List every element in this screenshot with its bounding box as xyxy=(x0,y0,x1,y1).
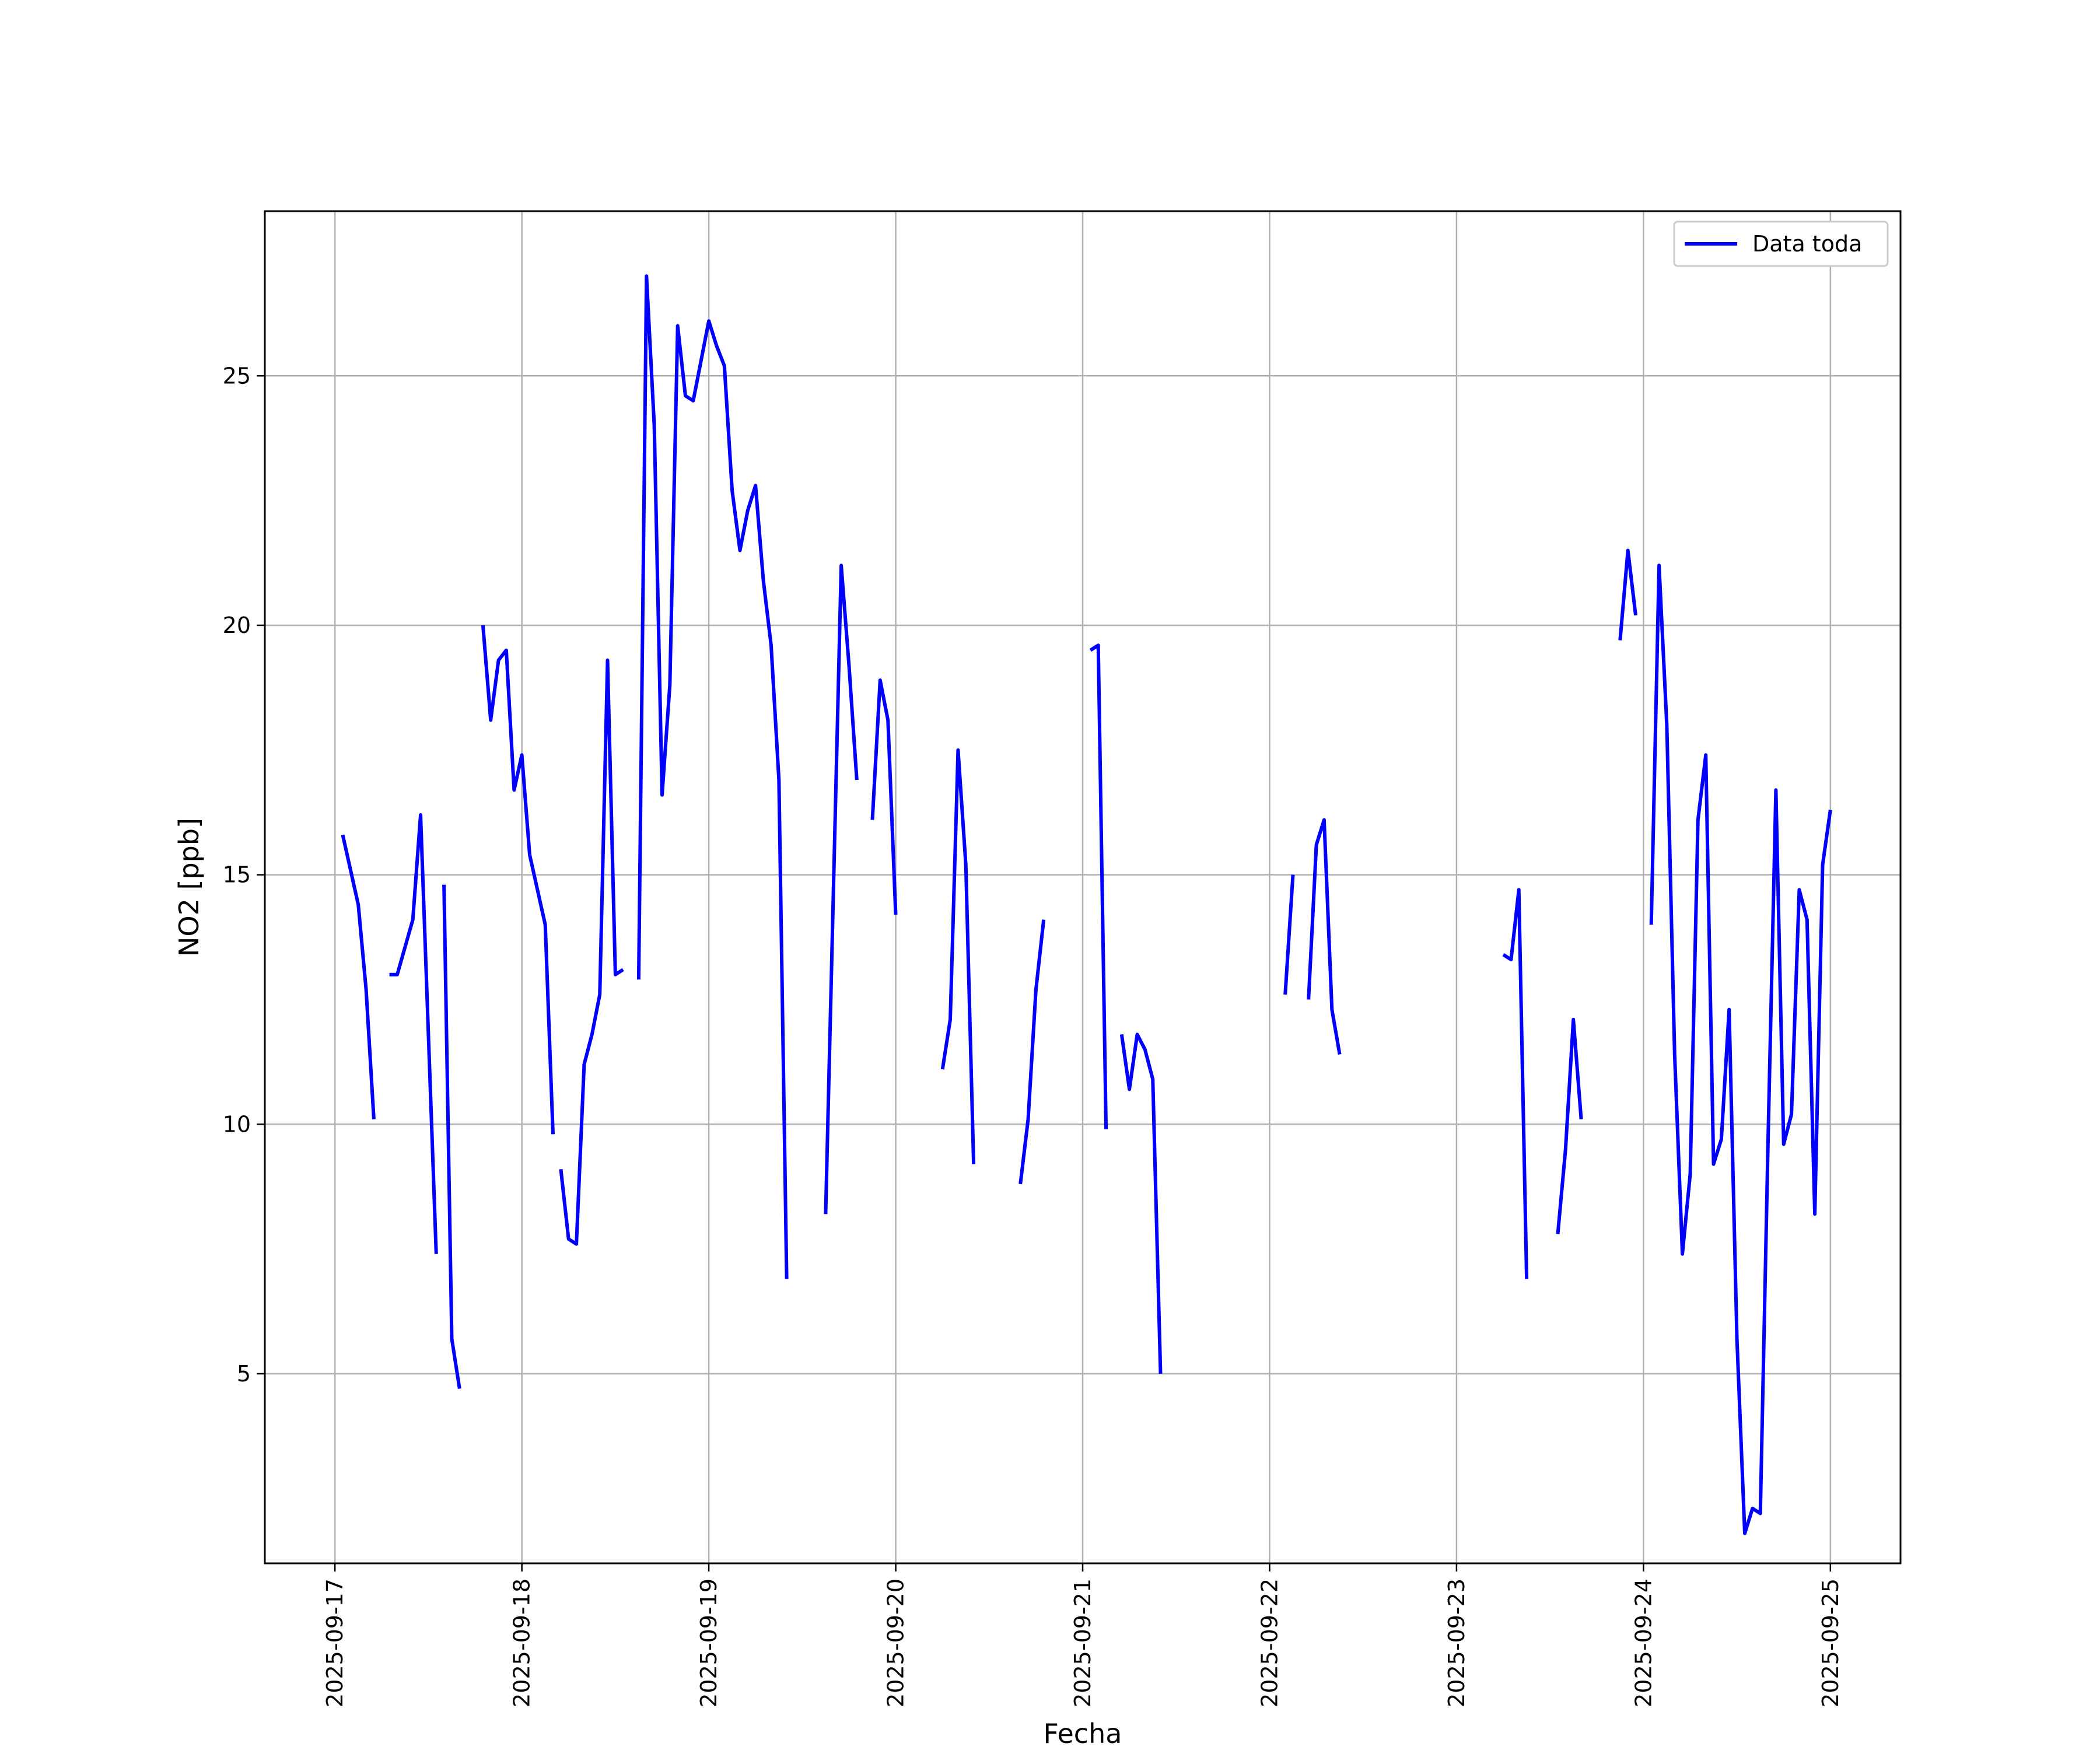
series-line-segment xyxy=(824,564,859,1214)
series-data-toda xyxy=(341,274,1832,1535)
legend-box xyxy=(1673,220,1889,267)
series-line-segment xyxy=(559,658,624,1246)
series-line-segment xyxy=(481,625,555,1135)
series-line-segment xyxy=(341,834,376,1119)
legend-label-data-toda: Data toda xyxy=(1752,231,1862,257)
series-line-segment xyxy=(1649,564,1832,1535)
series-line-segment xyxy=(870,678,898,915)
x-axis-label: Fecha xyxy=(1044,1718,1122,1749)
y-tick-label: 5 xyxy=(237,1361,251,1387)
series-line-segment xyxy=(1502,888,1529,1279)
legend: Data toda xyxy=(1673,220,1889,267)
x-tick-label: 2025-09-24 xyxy=(1630,1578,1656,1707)
grid-lines xyxy=(265,211,1901,1563)
y-axis-label: NO2 [ppb] xyxy=(173,818,205,957)
series-line-segment xyxy=(636,274,789,1279)
y-tick-label: 10 xyxy=(223,1111,251,1137)
series-line-segment xyxy=(1019,919,1046,1185)
series-line-segment xyxy=(1618,548,1637,640)
y-axis-label-text: NO2 [ppb] xyxy=(173,818,205,957)
x-tick-label: 2025-09-22 xyxy=(1256,1578,1282,1707)
y-tick-label: 25 xyxy=(223,363,251,388)
x-tick-label: 2025-09-25 xyxy=(1818,1578,1843,1707)
series-line-segment xyxy=(442,884,461,1390)
x-tick-label: 2025-09-23 xyxy=(1444,1578,1469,1707)
series-line-segment xyxy=(1119,1032,1163,1374)
y-tick-label: 15 xyxy=(223,862,251,888)
series-line-segment xyxy=(389,813,438,1254)
series-line-segment xyxy=(1089,643,1108,1129)
x-tick-label: 2025-09-21 xyxy=(1070,1578,1096,1707)
series-line-segment xyxy=(1283,874,1295,995)
series-line-segment xyxy=(1307,818,1342,1055)
axis-ticks: 2025-09-17 2025-09-18 2025-09-19 2025-09-20… xyxy=(223,363,1843,1707)
series-line-segment xyxy=(940,748,976,1164)
x-tick-label: 2025-09-20 xyxy=(883,1578,909,1707)
y-tick-label: 20 xyxy=(223,612,251,638)
series-line-segment xyxy=(1556,1017,1583,1234)
x-tick-label: 2025-09-19 xyxy=(696,1578,722,1707)
x-tick-label: 2025-09-17 xyxy=(322,1578,348,1707)
x-tick-label: 2025-09-18 xyxy=(509,1578,535,1707)
